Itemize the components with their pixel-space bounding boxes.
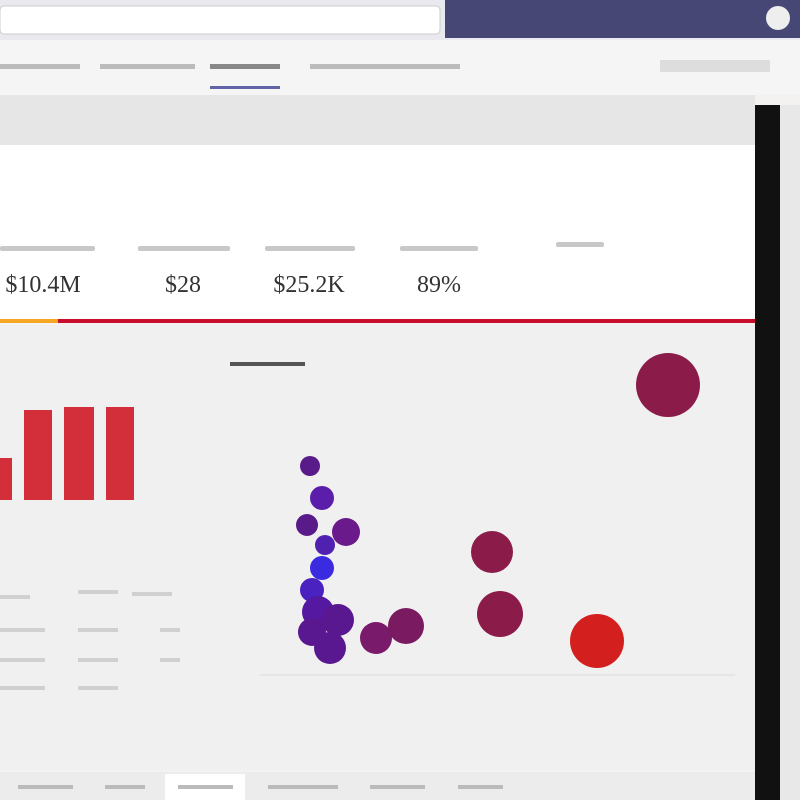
visual-area: [0, 325, 755, 770]
kpi-value: $25.2K: [273, 272, 345, 298]
kpi-caption: [138, 246, 230, 251]
side-panel[interactable]: [755, 105, 780, 800]
kpi-caption: [400, 246, 478, 251]
divider-accent: [0, 319, 58, 323]
tab[interactable]: [210, 64, 280, 69]
table: [0, 590, 180, 690]
toolbar-icons[interactable]: [660, 60, 770, 72]
search-box[interactable]: [0, 5, 441, 35]
tab[interactable]: [0, 64, 80, 69]
active-tab-underline: [210, 86, 280, 89]
bar: [64, 407, 94, 500]
kpi-value: 89%: [417, 272, 461, 298]
kpi-caption: [265, 246, 355, 251]
kpi-caption: [0, 246, 95, 251]
report-header-band: [0, 95, 755, 145]
scatter-chart: [230, 353, 735, 676]
kpi-area: [0, 145, 755, 320]
kpi-value: $28: [165, 272, 201, 298]
kpi-value: $10.4M: [5, 272, 81, 298]
tab[interactable]: [310, 64, 460, 69]
bar-chart: [0, 407, 134, 500]
bar: [24, 410, 52, 500]
tab[interactable]: [100, 64, 195, 69]
page-tab-labels: [18, 785, 503, 789]
teams-header: [445, 0, 800, 38]
bar: [106, 407, 134, 500]
scroll-gutter: [780, 105, 800, 800]
avatar[interactable]: [766, 6, 790, 30]
divider-line: [0, 319, 755, 323]
bar: [0, 458, 12, 500]
kpi-caption: [556, 242, 604, 247]
